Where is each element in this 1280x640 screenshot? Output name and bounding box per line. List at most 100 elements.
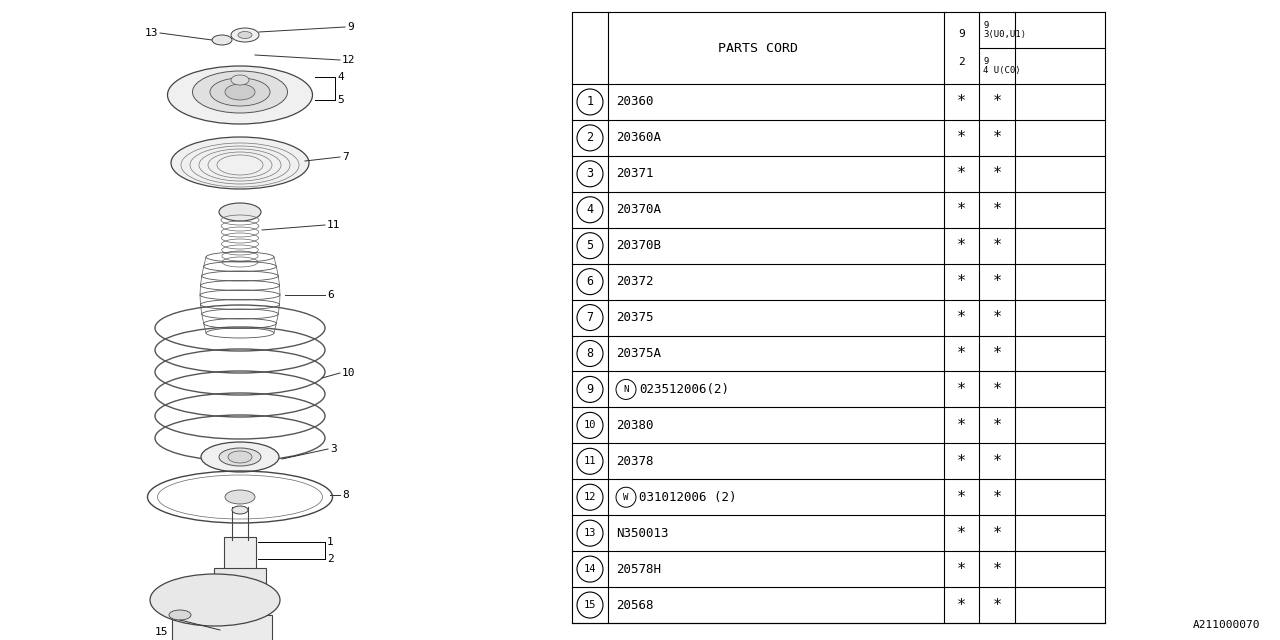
Text: 9
4 U⟨C0⟩: 9 4 U⟨C0⟩ [983, 57, 1020, 75]
Text: 2: 2 [959, 58, 965, 67]
Text: 4: 4 [337, 72, 344, 82]
Text: *: * [957, 202, 966, 217]
Text: 12: 12 [584, 492, 596, 502]
Text: 20360: 20360 [616, 95, 654, 108]
Ellipse shape [150, 574, 280, 626]
Text: 3: 3 [330, 444, 337, 454]
Ellipse shape [219, 203, 261, 221]
Text: *: * [957, 346, 966, 361]
Text: *: * [992, 131, 1001, 145]
FancyBboxPatch shape [224, 537, 256, 570]
Text: 2: 2 [586, 131, 594, 145]
Text: PARTS CORD: PARTS CORD [718, 42, 797, 54]
Text: A211000070: A211000070 [1193, 620, 1260, 630]
Text: *: * [992, 418, 1001, 433]
Text: 5: 5 [586, 239, 594, 252]
Ellipse shape [232, 506, 248, 514]
Ellipse shape [212, 35, 232, 45]
Text: 023512006(2): 023512006(2) [639, 383, 730, 396]
Text: 9: 9 [586, 383, 594, 396]
Text: 2: 2 [326, 554, 334, 564]
Text: N: N [623, 385, 628, 394]
Ellipse shape [210, 78, 270, 106]
Ellipse shape [228, 451, 252, 463]
Text: 11: 11 [584, 456, 596, 467]
Text: *: * [992, 454, 1001, 468]
Text: 15: 15 [584, 600, 596, 610]
Text: *: * [992, 525, 1001, 541]
Ellipse shape [230, 28, 259, 42]
Text: 12: 12 [342, 55, 356, 65]
Text: *: * [992, 238, 1001, 253]
Text: 9
3⟨U0,U1⟩: 9 3⟨U0,U1⟩ [983, 21, 1027, 39]
Text: 13: 13 [145, 28, 157, 38]
Text: 4: 4 [586, 204, 594, 216]
Ellipse shape [169, 610, 191, 620]
Text: 6: 6 [326, 290, 334, 300]
Text: 1: 1 [326, 537, 334, 547]
Text: *: * [957, 598, 966, 612]
Text: 9: 9 [959, 29, 965, 38]
Text: 9: 9 [347, 22, 353, 32]
FancyBboxPatch shape [172, 615, 273, 640]
Ellipse shape [225, 84, 255, 100]
Text: *: * [992, 346, 1001, 361]
Text: 7: 7 [342, 152, 348, 162]
Text: 20372: 20372 [616, 275, 654, 288]
Text: *: * [957, 95, 966, 109]
Text: 20375: 20375 [616, 311, 654, 324]
Text: 10: 10 [342, 368, 356, 378]
Text: 8: 8 [586, 347, 594, 360]
Ellipse shape [192, 71, 288, 113]
Text: 13: 13 [584, 528, 596, 538]
Text: *: * [957, 525, 966, 541]
Text: W: W [623, 493, 628, 502]
Text: *: * [957, 131, 966, 145]
Text: 20578H: 20578H [616, 563, 660, 575]
Text: *: * [992, 561, 1001, 577]
Ellipse shape [238, 31, 252, 38]
Text: 10: 10 [584, 420, 596, 430]
Text: *: * [957, 310, 966, 325]
Text: 20568: 20568 [616, 598, 654, 612]
Text: *: * [957, 561, 966, 577]
Text: 20371: 20371 [616, 167, 654, 180]
Text: *: * [992, 95, 1001, 109]
Text: 7: 7 [586, 311, 594, 324]
Text: N350013: N350013 [616, 527, 668, 540]
Text: *: * [957, 238, 966, 253]
Text: 8: 8 [342, 490, 348, 500]
Text: *: * [992, 166, 1001, 181]
Text: 3: 3 [586, 167, 594, 180]
Text: 11: 11 [326, 220, 340, 230]
Text: *: * [992, 490, 1001, 505]
Ellipse shape [225, 490, 255, 504]
FancyBboxPatch shape [214, 568, 266, 590]
Text: *: * [957, 166, 966, 181]
Text: *: * [957, 382, 966, 397]
Text: 20370B: 20370B [616, 239, 660, 252]
Text: *: * [992, 274, 1001, 289]
Text: *: * [992, 382, 1001, 397]
Ellipse shape [172, 137, 308, 189]
Text: *: * [992, 598, 1001, 612]
Text: *: * [957, 418, 966, 433]
Text: 14: 14 [584, 564, 596, 574]
Text: 20360A: 20360A [616, 131, 660, 145]
Ellipse shape [168, 66, 312, 124]
Text: 20370A: 20370A [616, 204, 660, 216]
Text: 6: 6 [586, 275, 594, 288]
Ellipse shape [201, 442, 279, 472]
Text: 031012006 (2): 031012006 (2) [639, 491, 736, 504]
Ellipse shape [219, 448, 261, 466]
Text: 15: 15 [155, 627, 169, 637]
Text: *: * [957, 274, 966, 289]
Text: 20378: 20378 [616, 455, 654, 468]
Text: 5: 5 [337, 95, 344, 105]
Text: *: * [992, 202, 1001, 217]
Text: 20380: 20380 [616, 419, 654, 432]
Text: *: * [957, 490, 966, 505]
Text: *: * [957, 454, 966, 468]
Text: *: * [992, 310, 1001, 325]
Text: 1: 1 [586, 95, 594, 108]
